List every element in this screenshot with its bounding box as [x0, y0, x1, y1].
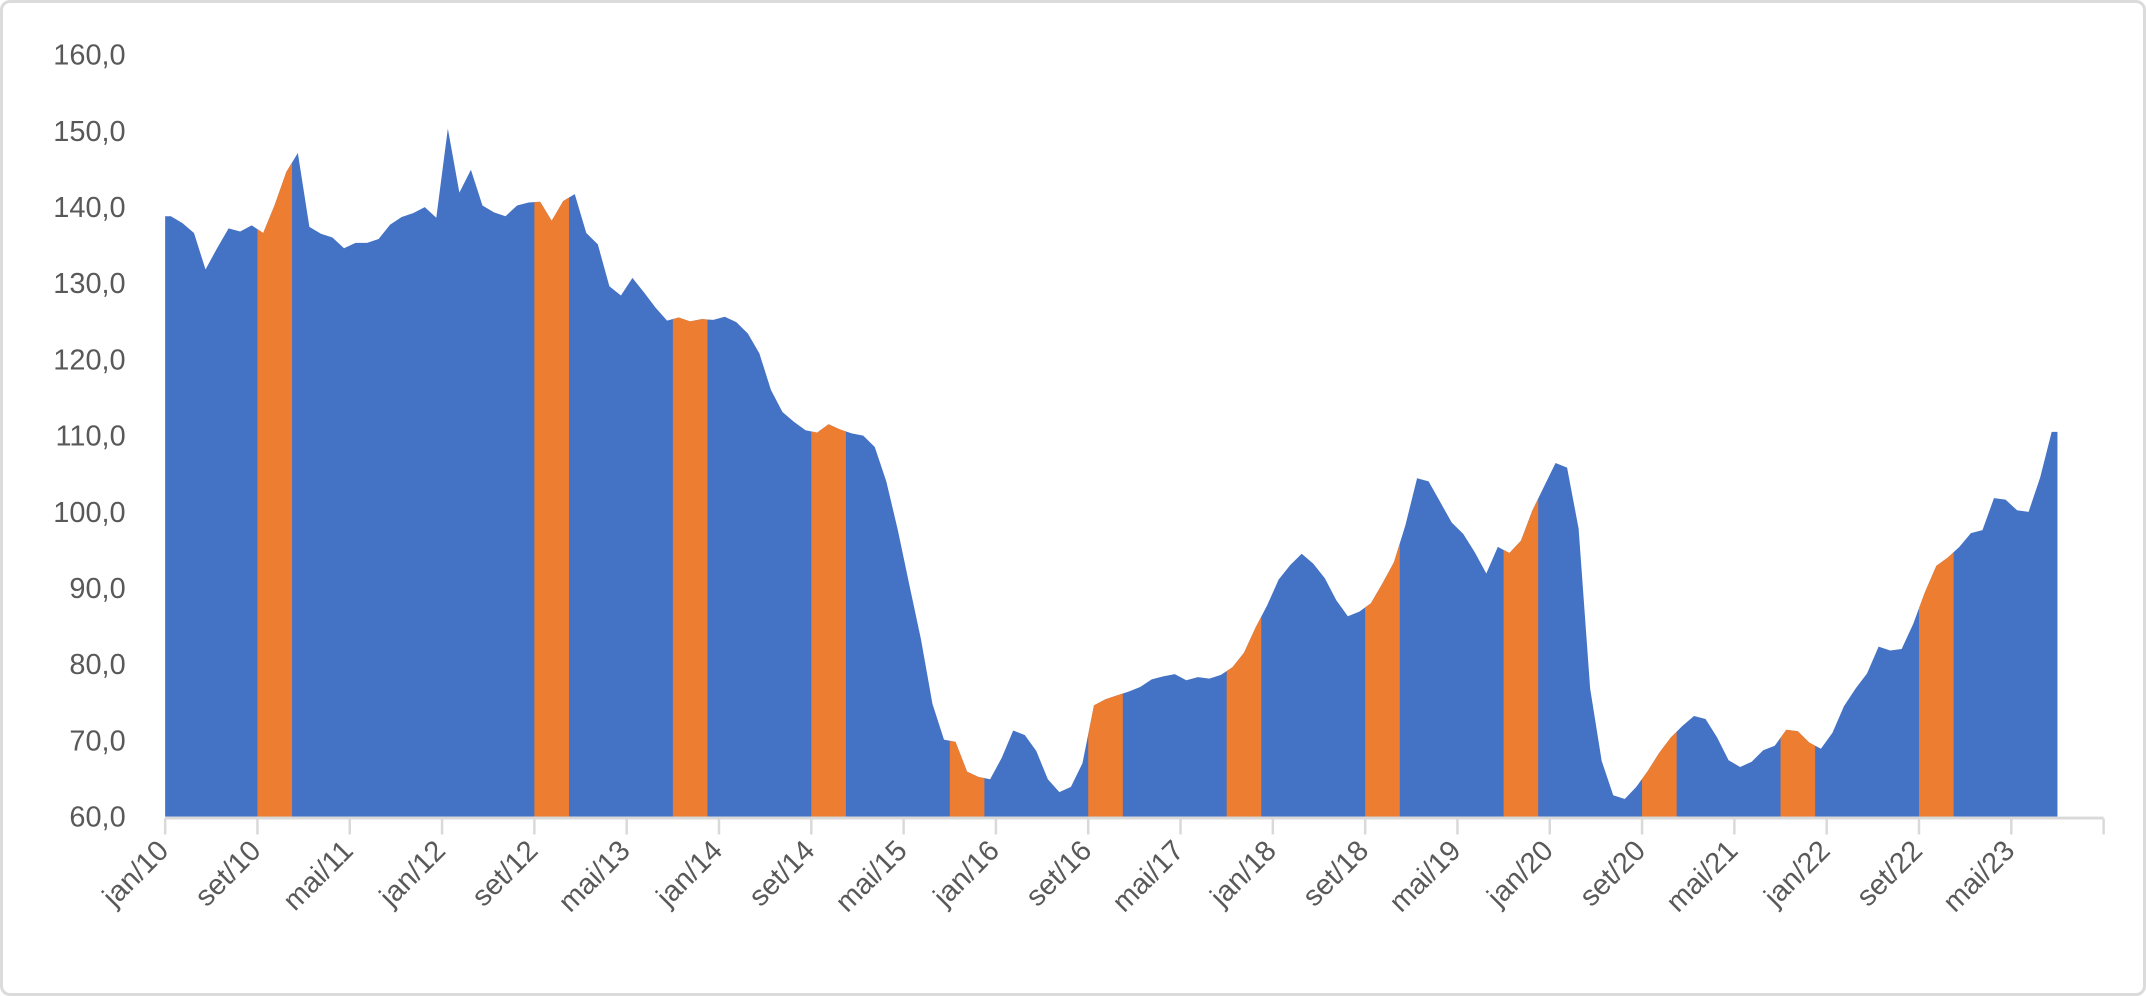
x-tick-label: mai/13 — [553, 835, 637, 919]
x-tick-label: mai/19 — [1383, 835, 1467, 919]
x-tick-label: jan/10 — [96, 835, 175, 914]
x-tick-label: set/16 — [1020, 835, 1098, 913]
main-area-series — [165, 128, 2058, 817]
highlight-band — [1088, 693, 1123, 817]
x-tick-label: set/10 — [189, 835, 267, 913]
main-area-path — [165, 128, 2058, 817]
y-axis-labels: 160,0 150,0 140,0 130,0 120,0 110,0 100,0 90,0 8… — [53, 40, 125, 834]
y-tick-label: 110,0 — [55, 421, 125, 453]
x-tick-label: jan/16 — [927, 835, 1006, 914]
highlight-band — [1503, 498, 1539, 817]
highlight-band — [672, 317, 708, 817]
y-tick-label: 90,0 — [69, 573, 125, 605]
highlight-band — [1918, 552, 1954, 817]
y-tick-label: 130,0 — [53, 268, 125, 300]
x-tick-label: jan/12 — [373, 835, 452, 914]
x-axis-labels: jan/10 set/10 mai/11 jan/12 set/12 mai/13 jan/… — [96, 835, 2021, 919]
x-tick-label: set/22 — [1851, 835, 1929, 913]
x-tick-label: jan/22 — [1758, 835, 1837, 914]
x-tick-label: set/18 — [1297, 835, 1375, 913]
highlight-band — [1642, 731, 1677, 817]
x-tick-label: mai/11 — [277, 835, 360, 917]
highlight-band — [1226, 616, 1262, 817]
highlight-band — [257, 162, 293, 817]
highlight-band — [949, 740, 985, 817]
y-tick-label: 120,0 — [53, 344, 125, 376]
x-tick-label: jan/20 — [1481, 835, 1560, 914]
x-tick-label: set/14 — [743, 835, 821, 913]
highlight-band — [1365, 543, 1400, 817]
x-tick-label: set/12 — [466, 835, 544, 913]
highlight-band — [1780, 729, 1816, 817]
x-tick-label: mai/15 — [830, 835, 914, 919]
highlight-band — [811, 424, 846, 817]
x-tick-label: mai/17 — [1106, 835, 1190, 919]
x-tick-label: jan/18 — [1204, 835, 1283, 914]
y-tick-label: 150,0 — [53, 116, 125, 148]
highlight-area-series — [257, 162, 1954, 817]
x-tick-label: mai/23 — [1937, 835, 2021, 919]
area-chart: 160,0 150,0 140,0 130,0 120,0 110,0 100,0 90,0 8… — [53, 40, 2105, 919]
y-tick-label: 160,0 — [53, 40, 125, 72]
y-tick-label: 60,0 — [69, 802, 125, 834]
highlight-band — [534, 197, 569, 817]
y-tick-label: 80,0 — [69, 649, 125, 681]
x-tick-label: mai/21 — [1660, 835, 1744, 919]
y-tick-label: 100,0 — [53, 497, 125, 529]
x-tick-label: set/20 — [1574, 835, 1652, 913]
y-tick-label: 70,0 — [69, 725, 125, 757]
x-tick-label: jan/14 — [650, 835, 729, 914]
x-axis-line-and-ticks — [163, 816, 2105, 835]
y-tick-label: 140,0 — [53, 192, 125, 224]
